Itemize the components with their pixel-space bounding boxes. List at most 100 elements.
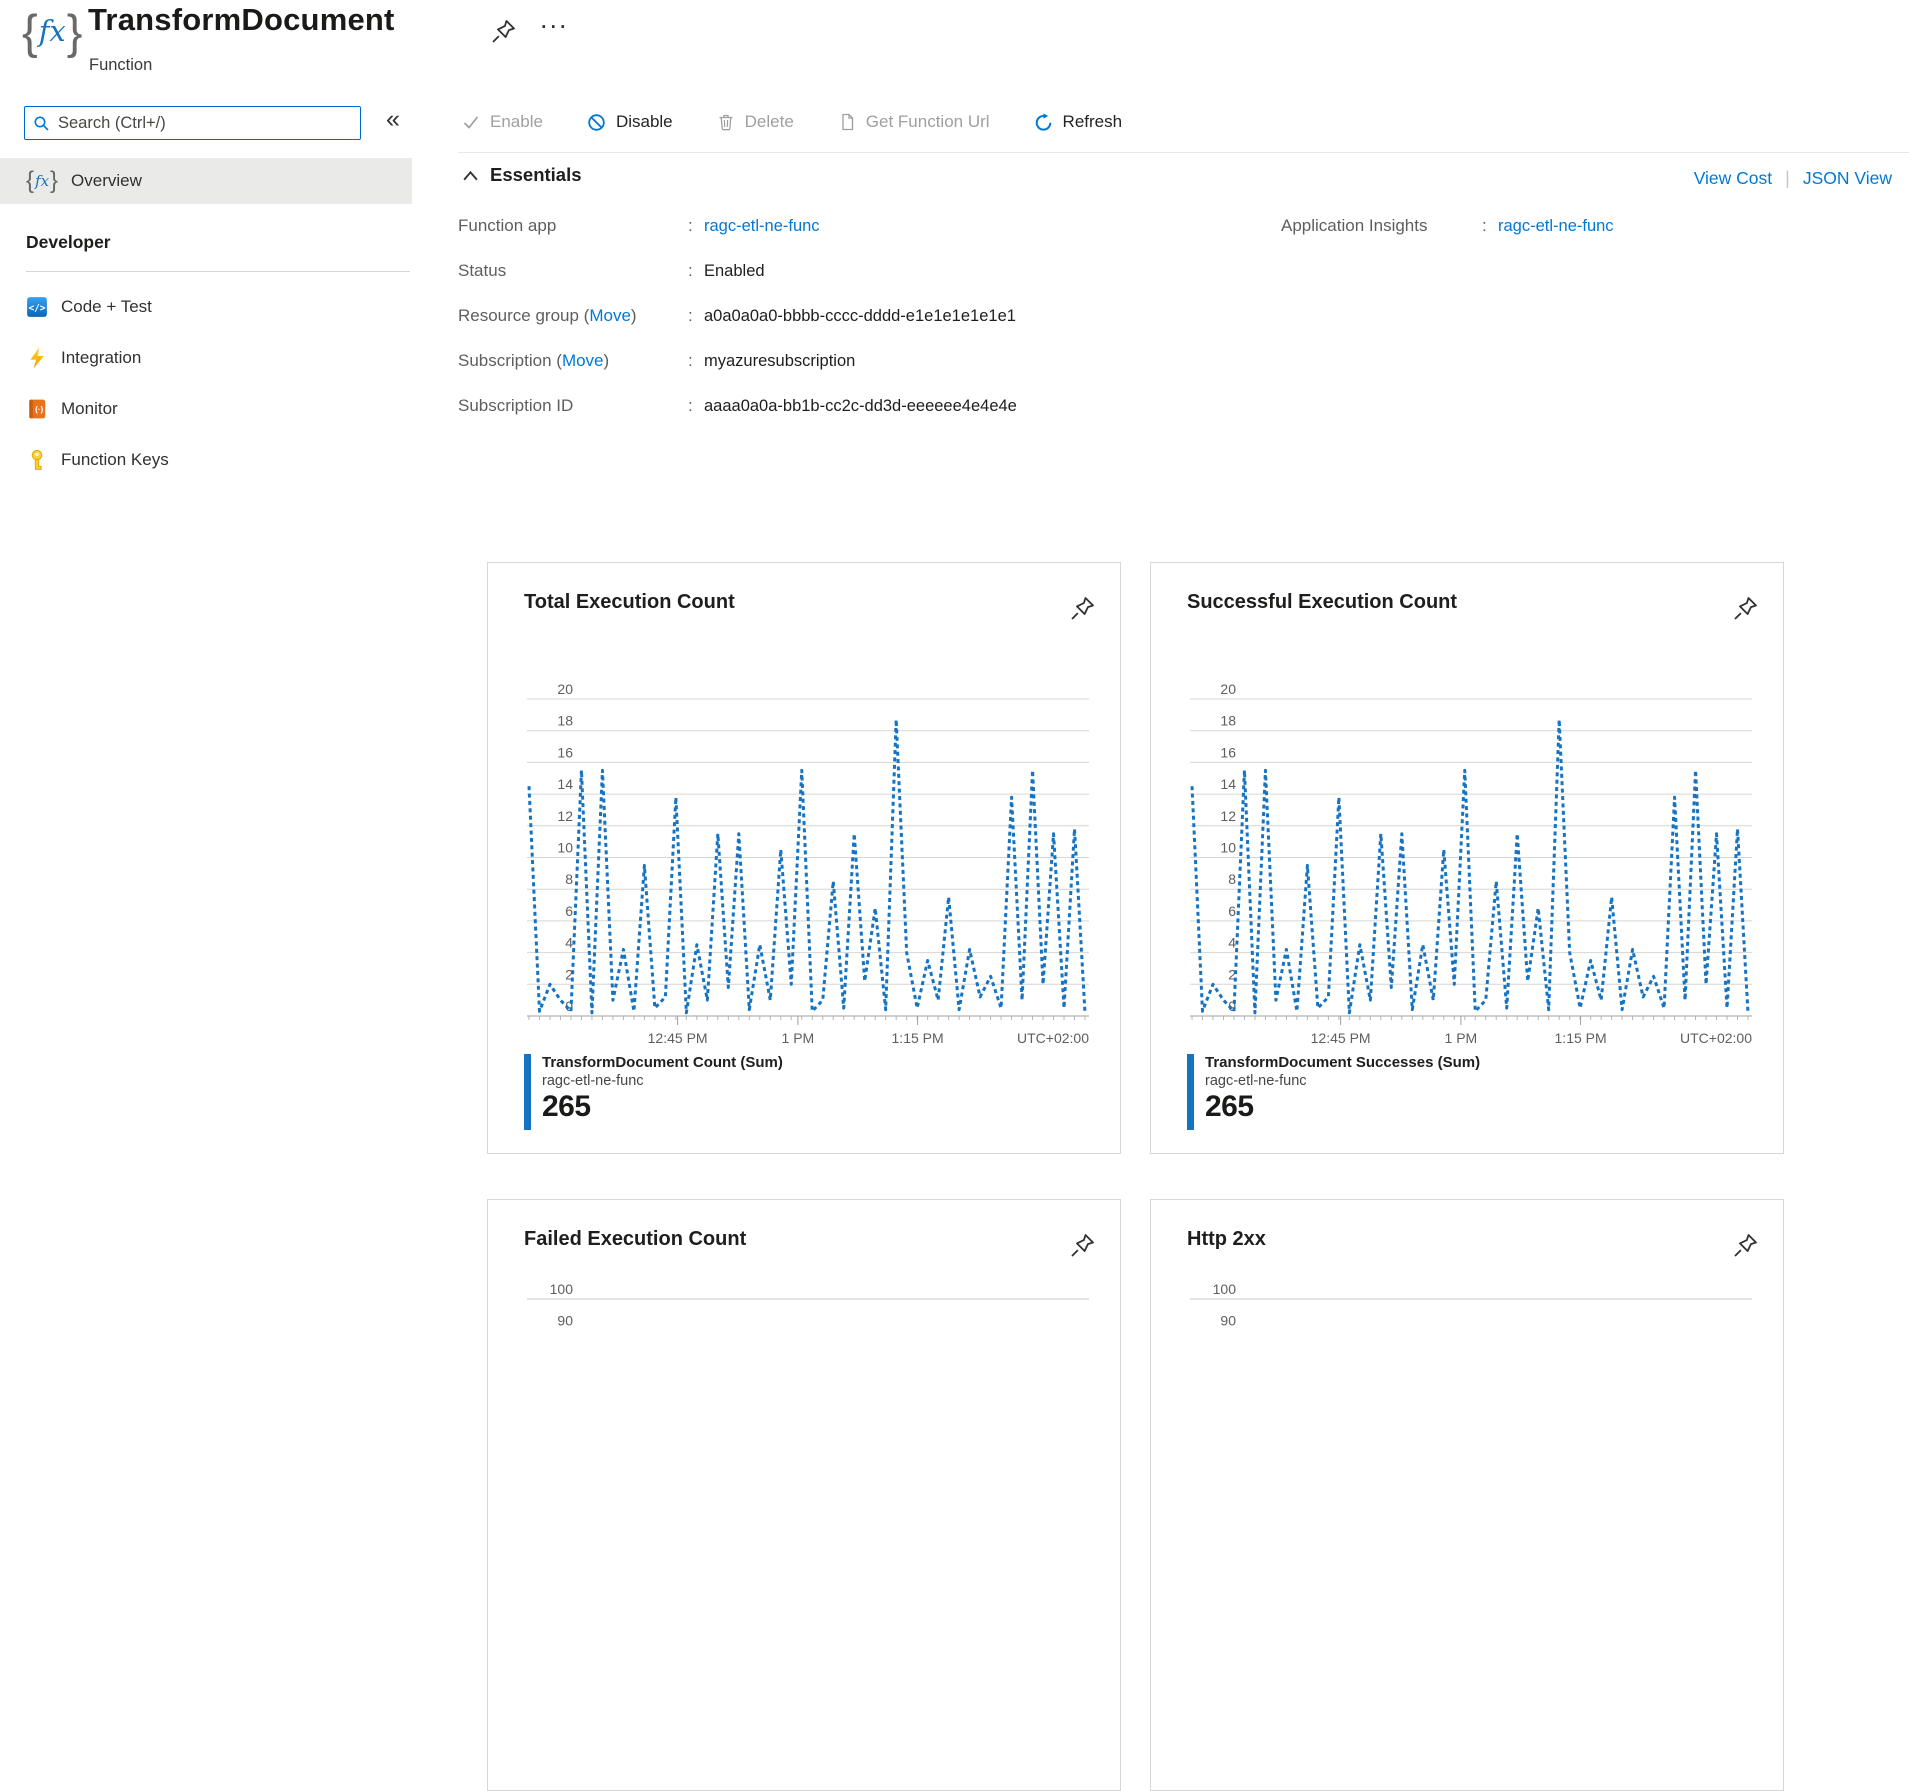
svg-text:6: 6 — [565, 903, 573, 919]
page-title: TransformDocument — [88, 2, 395, 38]
essentials-toggle[interactable]: Essentials — [462, 164, 582, 186]
function-fx-icon: {fx} — [22, 8, 83, 55]
json-view-link[interactable]: JSON View — [1803, 168, 1892, 189]
get-function-url-button[interactable]: Get Function Url — [838, 112, 990, 132]
sidebar-item-overview[interactable]: {fx} Overview — [0, 158, 412, 204]
svg-text:18: 18 — [557, 713, 573, 729]
brace-left: { — [22, 8, 38, 55]
sidebar-item-label: Code + Test — [61, 297, 152, 317]
document-copy-icon — [838, 113, 856, 131]
brace-right: } — [67, 8, 83, 55]
svg-text:(·): (·) — [35, 405, 43, 414]
legend-total: 265 — [542, 1090, 783, 1124]
page-header: {fx} TransformDocument ... Function — [0, 0, 1909, 100]
svg-text:UTC+02:00: UTC+02:00 — [1017, 1030, 1089, 1046]
search-input[interactable] — [56, 113, 352, 134]
essentials-row-application-insights: Application Insights : ragc-etl-ne-func — [1281, 216, 1614, 261]
svg-text:14: 14 — [557, 776, 573, 792]
pin-icon[interactable] — [1069, 595, 1096, 622]
view-cost-link[interactable]: View Cost — [1694, 168, 1772, 189]
move-subscription-link[interactable]: Move — [562, 351, 604, 370]
svg-text:12: 12 — [1220, 808, 1236, 824]
sidebar-divider — [26, 271, 410, 272]
svg-text:10: 10 — [557, 840, 573, 856]
sidebar-item-monitor[interactable]: (·) Monitor — [0, 386, 412, 432]
essentials-row-function-app: Function app : ragc-etl-ne-func — [458, 216, 1017, 261]
svg-text:12:45 PM: 12:45 PM — [1311, 1030, 1371, 1046]
svg-text:18: 18 — [1220, 713, 1236, 729]
chart-title: Http 2xx — [1187, 1228, 1266, 1251]
refresh-button[interactable]: Refresh — [1034, 112, 1123, 132]
sidebar-section-developer: Developer — [26, 232, 111, 253]
sidebar-item-label: Function Keys — [61, 450, 169, 470]
svg-text:</>: </> — [28, 303, 45, 314]
chart-title: Successful Execution Count — [1187, 591, 1457, 614]
enable-button[interactable]: Enable — [462, 112, 543, 132]
svg-text:16: 16 — [1220, 744, 1236, 760]
link-separator: | — [1785, 168, 1790, 189]
essentials-right-column: Application Insights : ragc-etl-ne-func — [1281, 216, 1614, 261]
application-insights-link[interactable]: ragc-etl-ne-func — [1498, 217, 1614, 235]
lightning-icon — [26, 347, 48, 369]
svg-text:1 PM: 1 PM — [1445, 1030, 1478, 1046]
svg-text:1 PM: 1 PM — [782, 1030, 815, 1046]
sidebar-item-integration[interactable]: Integration — [0, 335, 412, 381]
chart-legend: TransformDocument Count (Sum) ragc-etl-n… — [524, 1054, 783, 1130]
code-icon: </> — [26, 296, 48, 318]
chart-title: Total Execution Count — [524, 591, 735, 614]
command-bar: Enable Disable Delete Get Function Url R… — [462, 98, 1122, 146]
legend-color-bar — [1187, 1054, 1194, 1130]
chevron-up-icon — [462, 169, 479, 182]
svg-text:16: 16 — [557, 744, 573, 760]
svg-text:100: 100 — [550, 1281, 574, 1297]
svg-text:8: 8 — [1228, 871, 1236, 887]
pin-icon[interactable] — [1069, 1232, 1096, 1259]
move-resource-group-link[interactable]: Move — [589, 306, 631, 325]
monitor-book-icon: (·) — [26, 398, 48, 420]
essentials-left-column: Function app : ragc-etl-ne-func Status :… — [458, 216, 1017, 441]
chart-legend: TransformDocument Successes (Sum) ragc-e… — [1187, 1054, 1480, 1130]
trash-icon — [717, 113, 735, 131]
pin-icon[interactable] — [1732, 1232, 1759, 1259]
svg-text:12: 12 — [557, 808, 573, 824]
essentials-row-status: Status : Enabled — [458, 261, 1017, 306]
svg-text:90: 90 — [1220, 1313, 1236, 1329]
fx-glyph: fx — [39, 17, 66, 46]
legend-total: 265 — [1205, 1090, 1480, 1124]
legend-color-bar — [524, 1054, 531, 1130]
sidebar-item-label: Monitor — [61, 399, 118, 419]
function-app-link[interactable]: ragc-etl-ne-func — [704, 217, 820, 235]
svg-text:8: 8 — [565, 871, 573, 887]
fx-icon: {fx} — [26, 169, 58, 193]
legend-resource: ragc-etl-ne-func — [542, 1073, 783, 1089]
key-icon — [26, 449, 48, 471]
svg-text:90: 90 — [557, 1313, 573, 1329]
pin-icon[interactable] — [1732, 595, 1759, 622]
more-options-icon[interactable]: ... — [540, 4, 569, 35]
sidebar-item-label: Integration — [61, 348, 141, 368]
svg-text:4: 4 — [1228, 935, 1236, 951]
pin-icon[interactable] — [490, 18, 517, 45]
checkmark-icon — [462, 113, 480, 131]
svg-text:1:15 PM: 1:15 PM — [1555, 1030, 1607, 1046]
toolbar-divider — [458, 152, 1909, 153]
sidebar-collapse-button[interactable]: « — [380, 104, 406, 135]
delete-button[interactable]: Delete — [717, 112, 794, 132]
sidebar-item-function-keys[interactable]: Function Keys — [0, 437, 412, 483]
legend-metric-name: TransformDocument Count (Sum) — [542, 1054, 783, 1071]
svg-text:20: 20 — [557, 683, 573, 697]
sidebar-item-code-test[interactable]: </> Code + Test — [0, 284, 412, 330]
svg-text:12:45 PM: 12:45 PM — [648, 1030, 708, 1046]
svg-text:1:15 PM: 1:15 PM — [892, 1030, 944, 1046]
svg-text:UTC+02:00: UTC+02:00 — [1680, 1030, 1752, 1046]
svg-text:4: 4 — [565, 935, 573, 951]
legend-resource: ragc-etl-ne-func — [1205, 1073, 1480, 1089]
search-icon — [33, 115, 50, 132]
disable-button[interactable]: Disable — [587, 112, 673, 132]
page-subtitle: Function — [89, 56, 152, 75]
